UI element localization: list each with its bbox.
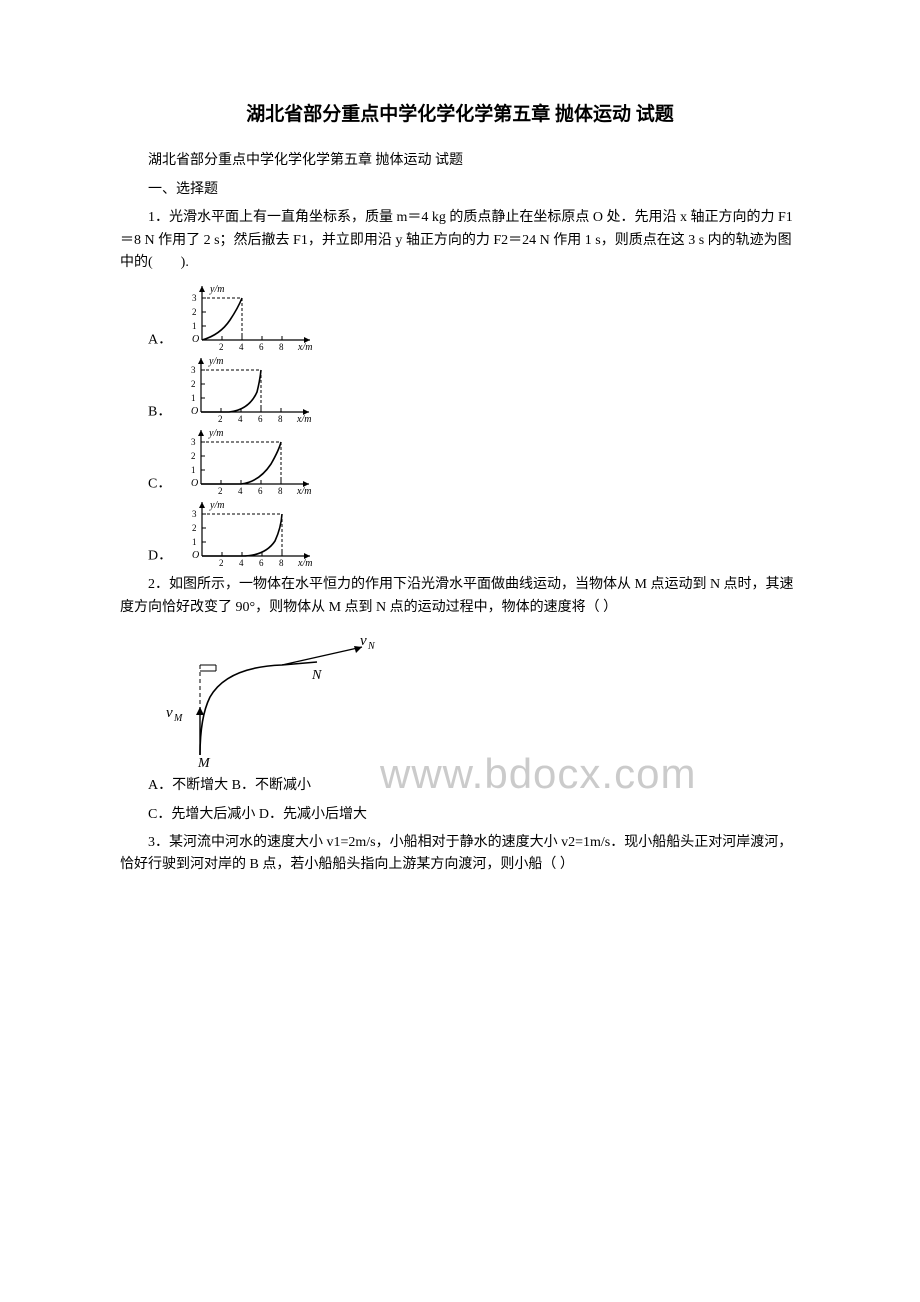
svg-text:8: 8 — [278, 414, 283, 424]
svg-text:x/m: x/m — [296, 414, 311, 424]
svg-text:2: 2 — [192, 307, 197, 317]
svg-text:y/m: y/m — [208, 428, 223, 439]
svg-text:y/m: y/m — [208, 356, 223, 367]
svg-text:3: 3 — [191, 365, 196, 375]
svg-text:4: 4 — [239, 558, 244, 568]
option-a-row: A． y/m x/m O 1 2 3 2 4 6 8 — [148, 280, 800, 352]
svg-text:2: 2 — [218, 414, 223, 424]
svg-text:2: 2 — [191, 451, 196, 461]
svg-text:v: v — [166, 705, 173, 721]
svg-text:6: 6 — [258, 414, 263, 424]
svg-text:1: 1 — [191, 465, 196, 475]
svg-text:N: N — [367, 641, 376, 652]
svg-text:M: M — [197, 756, 211, 767]
chart-a: y/m x/m O 1 2 3 2 4 6 8 — [180, 280, 320, 352]
svg-text:x/m: x/m — [296, 486, 311, 496]
svg-text:y/m: y/m — [209, 500, 224, 511]
svg-text:6: 6 — [259, 342, 264, 352]
svg-text:O: O — [192, 334, 199, 345]
svg-text:O: O — [191, 478, 198, 489]
option-a-label: A． — [148, 333, 172, 348]
question-1: 1．光滑水平面上有一直角坐标系，质量 m＝4 kg 的质点静止在坐标原点 O 处… — [120, 207, 800, 274]
svg-text:6: 6 — [259, 558, 264, 568]
svg-text:y/m: y/m — [209, 284, 224, 295]
svg-text:4: 4 — [238, 486, 243, 496]
svg-text:8: 8 — [278, 486, 283, 496]
svg-text:O: O — [192, 550, 199, 561]
svg-text:x/m: x/m — [297, 342, 312, 352]
svg-text:4: 4 — [238, 414, 243, 424]
q2-options-cd: C．先增大后减小 D．先减小后增大 — [120, 804, 800, 826]
chart-c: y/m x/m O 1 2 3 2 4 6 8 — [179, 424, 319, 496]
svg-text:3: 3 — [192, 293, 197, 303]
svg-text:2: 2 — [219, 342, 224, 352]
question-3: 3．某河流中河水的速度大小 v1=2m/s，小船相对于静水的速度大小 v2=1m… — [120, 832, 800, 877]
chart-b: y/m x/m O 1 2 3 2 4 6 8 — [179, 352, 319, 424]
mn-curve-diagram: v N N v M M — [162, 627, 800, 767]
svg-text:8: 8 — [279, 342, 284, 352]
svg-text:6: 6 — [258, 486, 263, 496]
q2-options-ab: A．不断增大 B．不断减小 — [120, 775, 800, 797]
svg-text:3: 3 — [192, 509, 197, 519]
svg-text:2: 2 — [192, 523, 197, 533]
option-d-row: D． y/m x/m O 1 2 3 2 4 6 8 — [148, 496, 800, 568]
svg-text:M: M — [173, 713, 183, 724]
svg-text:1: 1 — [191, 393, 196, 403]
option-c-row: C． y/m x/m O 1 2 3 2 4 6 8 — [148, 424, 800, 496]
option-b-label: B． — [148, 405, 171, 420]
svg-text:x/m: x/m — [297, 558, 312, 568]
chart-d: y/m x/m O 1 2 3 2 4 6 8 — [180, 496, 320, 568]
page: { "title": "湖北省部分重点中学化学化学第五章 抛体运动 试题", "… — [120, 100, 800, 877]
svg-text:2: 2 — [218, 486, 223, 496]
svg-text:1: 1 — [192, 321, 197, 331]
option-c-label: C． — [148, 477, 171, 492]
option-d-label: D． — [148, 549, 172, 564]
svg-text:1: 1 — [192, 537, 197, 547]
svg-text:2: 2 — [219, 558, 224, 568]
svg-text:4: 4 — [239, 342, 244, 352]
question-2: 2．如图所示，一物体在水平恒力的作用下沿光滑水平面做曲线运动，当物体从 M 点运… — [120, 574, 800, 619]
svg-text:3: 3 — [191, 437, 196, 447]
svg-text:2: 2 — [191, 379, 196, 389]
subtitle: 湖北省部分重点中学化学化学第五章 抛体运动 试题 — [120, 150, 800, 172]
svg-text:8: 8 — [279, 558, 284, 568]
page-title: 湖北省部分重点中学化学化学第五章 抛体运动 试题 — [120, 100, 800, 130]
svg-text:N: N — [311, 668, 322, 683]
svg-text:O: O — [191, 406, 198, 417]
section-heading: 一、选择题 — [120, 179, 800, 201]
option-b-row: B． y/m x/m O 1 2 3 2 4 6 8 — [148, 352, 800, 424]
